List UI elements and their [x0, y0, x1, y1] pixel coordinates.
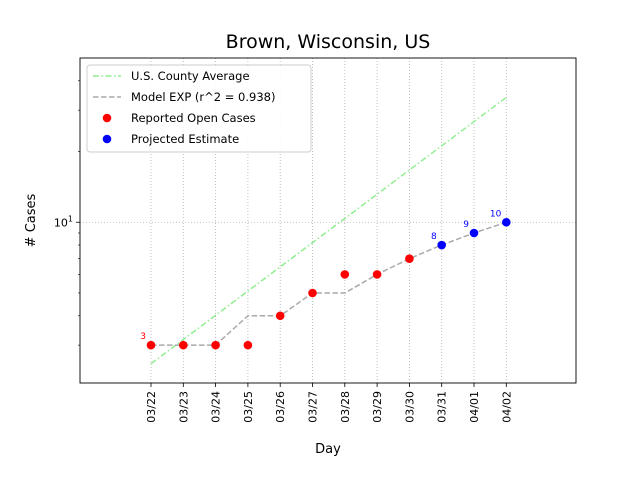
x-tick-label: 03/25 — [242, 391, 255, 423]
data-point — [243, 340, 253, 350]
x-tick-label: 04/01 — [468, 391, 481, 423]
data-point — [275, 311, 285, 321]
point-annotation: 10 — [490, 209, 502, 219]
data-point — [211, 340, 220, 350]
point-annotation: 8 — [431, 232, 437, 242]
legend: U.S. County Average Model EXP (r^2 = 0.93… — [86, 64, 312, 153]
point-annotation: 3 — [140, 332, 146, 342]
data-point — [437, 240, 447, 250]
x-tick-label: 03/22 — [145, 391, 158, 423]
data-point — [372, 270, 382, 279]
x-tick-label: 03/30 — [403, 391, 416, 423]
point-annotation: 9 — [463, 220, 469, 230]
x-tick-label: 03/26 — [274, 391, 287, 423]
x-tick-label: 03/31 — [436, 391, 449, 423]
data-point — [502, 217, 511, 227]
x-tick-label: 03/27 — [307, 391, 320, 423]
series-line — [150, 96, 507, 365]
x-tick-label: 03/23 — [177, 391, 190, 423]
y-tick-label: 101 — [54, 214, 73, 229]
x-tick-label: 04/02 — [500, 391, 513, 423]
data-point — [146, 340, 156, 350]
x-axis-label: Day — [315, 442, 341, 457]
data-point — [179, 340, 188, 350]
data-point — [308, 288, 317, 298]
legend-label: Model EXP (r^2 = 0.938) — [131, 90, 275, 104]
legend-box — [86, 64, 312, 153]
legend-label: Reported Open Cases — [131, 111, 256, 125]
data-point — [469, 228, 479, 238]
x-tick-label: 03/28 — [339, 391, 352, 423]
legend-marker — [102, 113, 112, 123]
legend-label: Projected Estimate — [131, 132, 239, 146]
series-line — [151, 221, 507, 346]
data-point — [405, 254, 414, 263]
data-point — [340, 270, 350, 279]
legend-marker — [102, 134, 112, 144]
chart-title: Brown, Wisconsin, US — [226, 31, 431, 53]
legend-label: U.S. County Average — [131, 69, 250, 83]
x-tick-label: 03/24 — [210, 391, 223, 423]
axes-frame — [79, 57, 577, 384]
x-tick-label: 03/29 — [371, 391, 384, 423]
y-axis-label: # Cases — [24, 193, 39, 247]
